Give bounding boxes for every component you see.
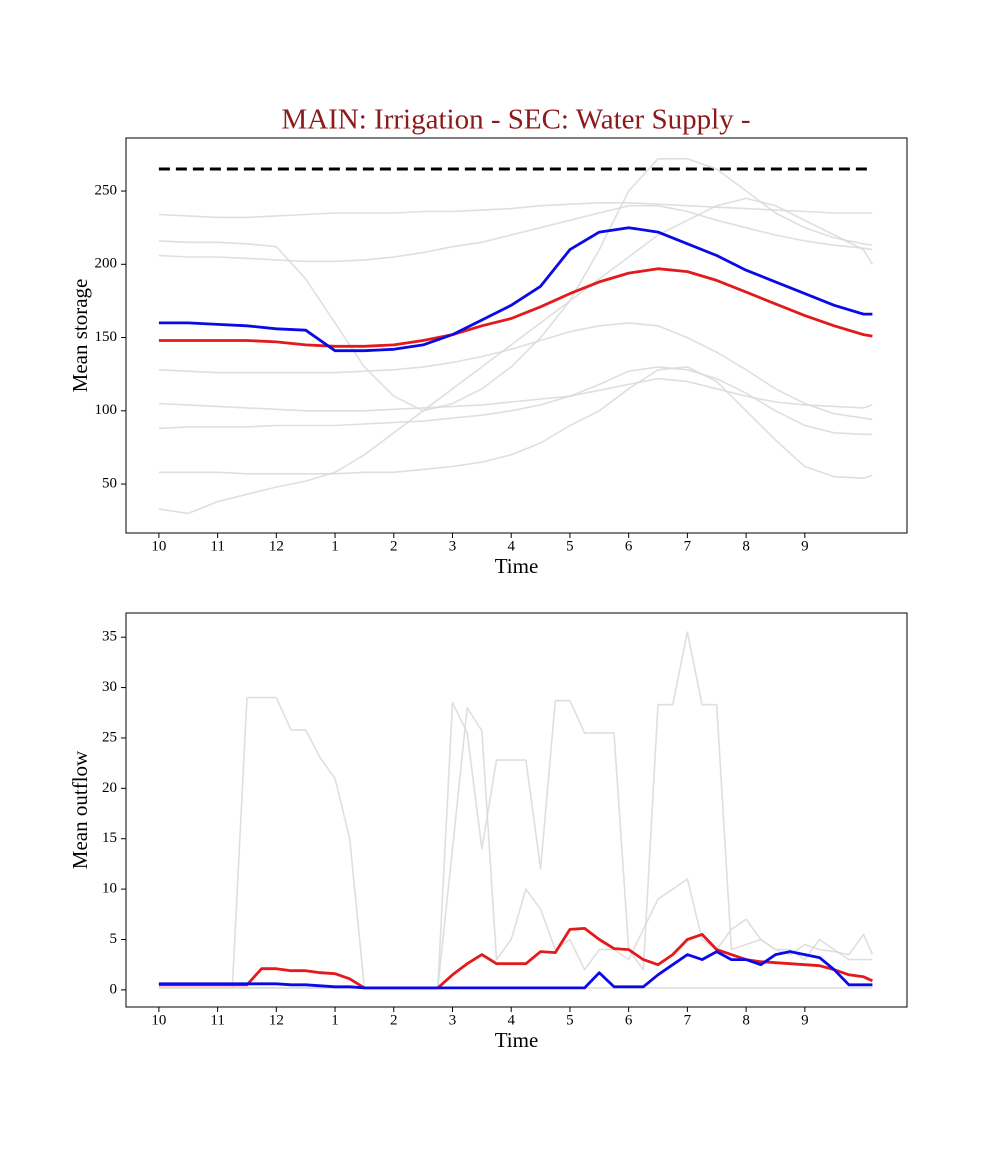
series-line <box>158 377 873 412</box>
series-line <box>158 226 873 353</box>
x-tick-label: 4 <box>507 1012 515 1028</box>
x-tick-label: 5 <box>566 538 574 554</box>
x-tick-label: 11 <box>210 1012 224 1028</box>
x-tick-label: 11 <box>210 538 224 554</box>
y-tick-label: 5 <box>110 931 118 947</box>
y-axis-label: Mean storage <box>68 279 92 393</box>
chart-title: MAIN: Irrigation - SEC: Water Supply - <box>281 104 750 136</box>
series-line <box>158 927 873 990</box>
y-tick-label: 100 <box>95 402 118 418</box>
plot-frame <box>125 612 908 1008</box>
x-tick-label: 2 <box>390 1012 398 1028</box>
y-tick-label: 20 <box>102 780 117 796</box>
y-axis-label: Mean outflow <box>68 750 92 869</box>
y-tick-label: 200 <box>95 256 118 272</box>
x-axis-label: Time <box>495 554 539 578</box>
y-tick-label: 150 <box>95 329 118 345</box>
x-tick-label: 1 <box>331 1012 339 1028</box>
y-tick-label: 15 <box>102 830 117 846</box>
x-tick-label: 1 <box>331 538 339 554</box>
series-line <box>158 366 873 436</box>
series-line <box>158 366 873 479</box>
series-line <box>158 631 874 989</box>
x-tick-label: 9 <box>801 1012 809 1028</box>
x-tick-label: 9 <box>801 538 809 554</box>
y-tick-label: 0 <box>110 981 118 997</box>
x-tick-label: 10 <box>151 1012 166 1028</box>
x-tick-label: 6 <box>625 538 633 554</box>
x-tick-label: 2 <box>390 538 398 554</box>
y-tick-label: 35 <box>102 629 117 645</box>
y-tick-label: 250 <box>95 182 118 198</box>
plot-frame <box>125 137 908 534</box>
series-line <box>158 204 873 263</box>
x-tick-label: 7 <box>684 538 692 554</box>
y-tick-label: 50 <box>102 476 117 492</box>
series-line <box>158 322 873 421</box>
x-tick-label: 10 <box>151 538 166 554</box>
x-tick-label: 7 <box>684 1012 692 1028</box>
x-tick-label: 4 <box>507 538 515 554</box>
x-tick-label: 5 <box>566 1012 574 1028</box>
x-tick-label: 8 <box>742 538 750 554</box>
series-line <box>158 950 873 990</box>
y-tick-label: 25 <box>102 729 117 745</box>
series-line <box>158 696 873 989</box>
x-tick-label: 6 <box>625 1012 633 1028</box>
x-tick-label: 3 <box>449 538 457 554</box>
series-line <box>158 267 873 348</box>
series-line <box>158 197 874 515</box>
x-tick-label: 12 <box>269 1012 284 1028</box>
series-line <box>158 158 873 412</box>
x-tick-label: 12 <box>269 538 284 554</box>
y-tick-label: 10 <box>102 881 117 897</box>
y-tick-label: 30 <box>102 679 117 695</box>
series-line <box>158 706 873 989</box>
x-tick-label: 3 <box>449 1012 457 1028</box>
x-tick-label: 8 <box>742 1012 750 1028</box>
x-axis-label: Time <box>495 1028 539 1052</box>
